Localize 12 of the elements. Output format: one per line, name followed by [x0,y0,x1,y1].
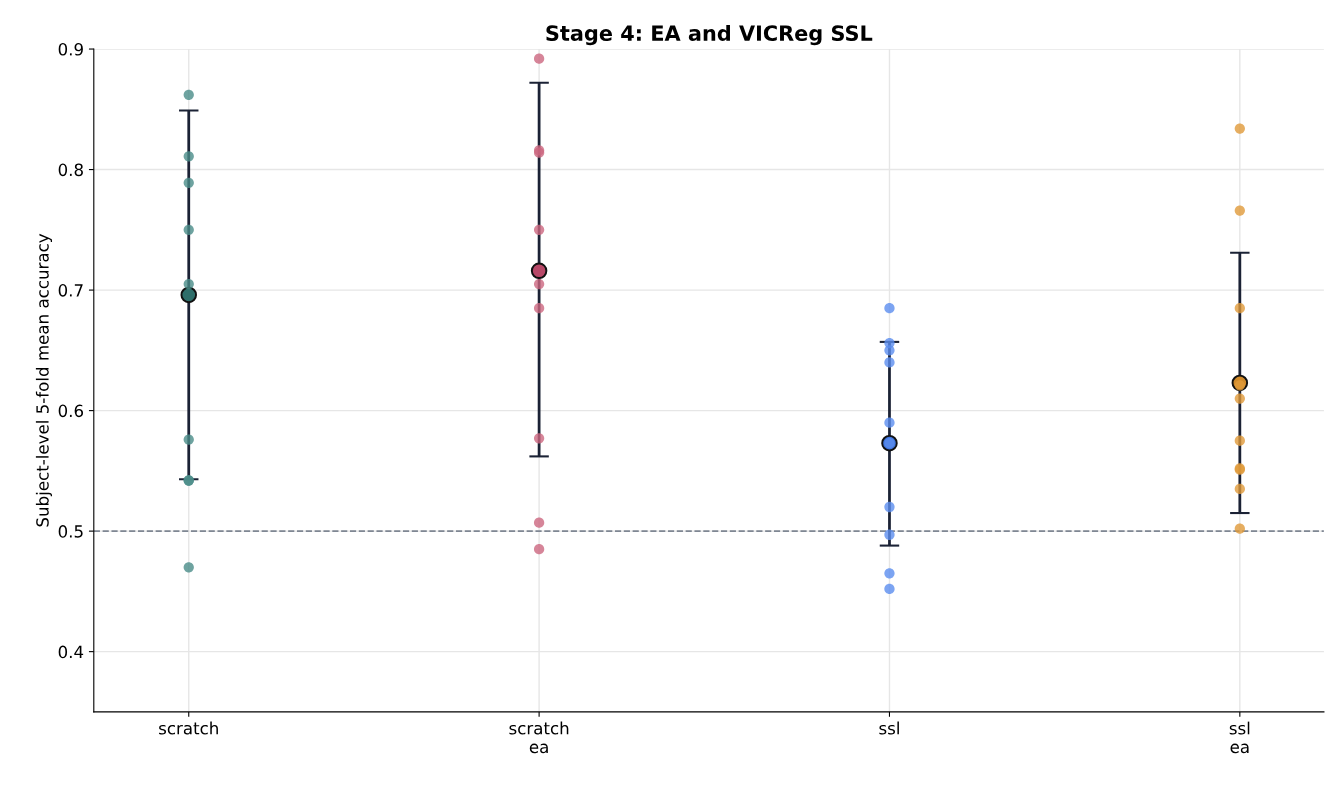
y-tick-label: 0.4 [58,645,84,659]
y-tick-label: 0.5 [58,525,83,538]
chart-title: Stage 4: EA and VICReg SSL [546,24,873,46]
y-tick-label: 0.6 [58,404,84,418]
x-tick-label: ssl ea [1229,721,1250,754]
x-tick-label: scratch ea [509,721,569,754]
y-tick-label: 0.8 [58,163,83,177]
y-axis-title: Subject-level 5-fold mean accuracy [35,233,53,527]
y-tick-label: 0.9 [58,43,83,56]
y-tick-label: 0.7 [58,284,83,297]
x-tick-label: scratch [159,721,218,735]
x-tick-label: ssl [879,721,899,735]
